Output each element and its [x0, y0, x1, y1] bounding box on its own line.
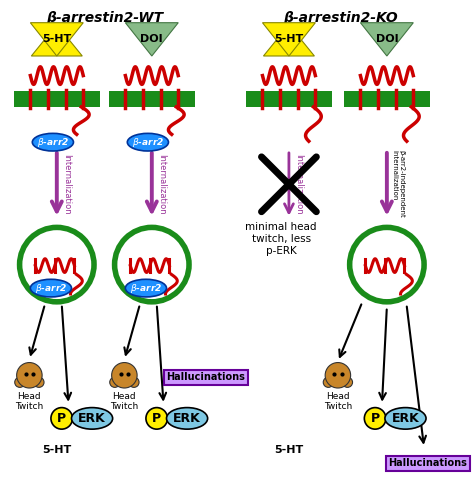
Bar	[246, 91, 332, 107]
Text: DOI: DOI	[375, 34, 398, 44]
Text: β-arrestin2-WT: β-arrestin2-WT	[46, 11, 164, 25]
Text: Head
Twitch: Head Twitch	[110, 392, 138, 411]
Text: Internalization: Internalization	[294, 154, 303, 215]
Ellipse shape	[32, 133, 73, 151]
Text: 5-HT: 5-HT	[42, 34, 72, 44]
Text: Hallucinations: Hallucinations	[389, 459, 467, 468]
Bar	[344, 91, 430, 107]
Polygon shape	[264, 25, 314, 56]
Text: P: P	[371, 412, 380, 425]
Circle shape	[146, 407, 167, 429]
Ellipse shape	[30, 279, 72, 297]
Polygon shape	[31, 25, 82, 56]
Text: Hallucinations: Hallucinations	[166, 372, 245, 382]
Circle shape	[342, 377, 353, 387]
Ellipse shape	[385, 407, 426, 429]
Circle shape	[115, 227, 189, 302]
Polygon shape	[263, 23, 315, 56]
Text: β-arr2-independent
internalization: β-arr2-independent internalization	[392, 151, 405, 218]
Ellipse shape	[125, 279, 166, 297]
Text: $\beta$-arr2: $\beta$-arr2	[132, 136, 164, 149]
Text: 5-HT: 5-HT	[274, 445, 303, 455]
Circle shape	[350, 227, 424, 302]
Circle shape	[51, 407, 73, 429]
Text: DOI: DOI	[140, 34, 163, 44]
Text: P: P	[57, 412, 66, 425]
Polygon shape	[30, 23, 83, 56]
Text: $\beta$-arr2: $\beta$-arr2	[130, 281, 162, 295]
Circle shape	[110, 377, 120, 387]
Circle shape	[17, 363, 42, 388]
Bar	[109, 91, 195, 107]
Text: P: P	[152, 412, 161, 425]
Circle shape	[19, 227, 94, 302]
Text: Internalization: Internalization	[62, 154, 71, 215]
Ellipse shape	[166, 407, 208, 429]
Circle shape	[365, 407, 386, 429]
Text: $\beta$-arr2: $\beta$-arr2	[35, 281, 67, 295]
Circle shape	[112, 363, 137, 388]
Text: ERK: ERK	[173, 412, 201, 425]
Polygon shape	[125, 23, 178, 56]
Text: $\beta$-arr2: $\beta$-arr2	[37, 136, 69, 149]
Circle shape	[34, 377, 44, 387]
Text: Head
Twitch: Head Twitch	[324, 392, 352, 411]
Text: Internalization: Internalization	[157, 154, 166, 215]
Text: 5-HT: 5-HT	[42, 445, 72, 455]
Ellipse shape	[72, 407, 113, 429]
Circle shape	[15, 377, 25, 387]
Circle shape	[323, 377, 333, 387]
Text: 5-HT: 5-HT	[274, 34, 303, 44]
Circle shape	[325, 363, 351, 388]
Circle shape	[129, 377, 139, 387]
Text: ERK: ERK	[78, 412, 106, 425]
Text: β-arrestin2-KO: β-arrestin2-KO	[283, 11, 398, 25]
Text: minimal head
twitch, less
p-ERK: minimal head twitch, less p-ERK	[246, 222, 317, 256]
Bar	[14, 91, 100, 107]
Polygon shape	[360, 23, 413, 56]
Text: Head
Twitch: Head Twitch	[15, 392, 44, 411]
Ellipse shape	[128, 133, 168, 151]
Text: ERK: ERK	[392, 412, 419, 425]
